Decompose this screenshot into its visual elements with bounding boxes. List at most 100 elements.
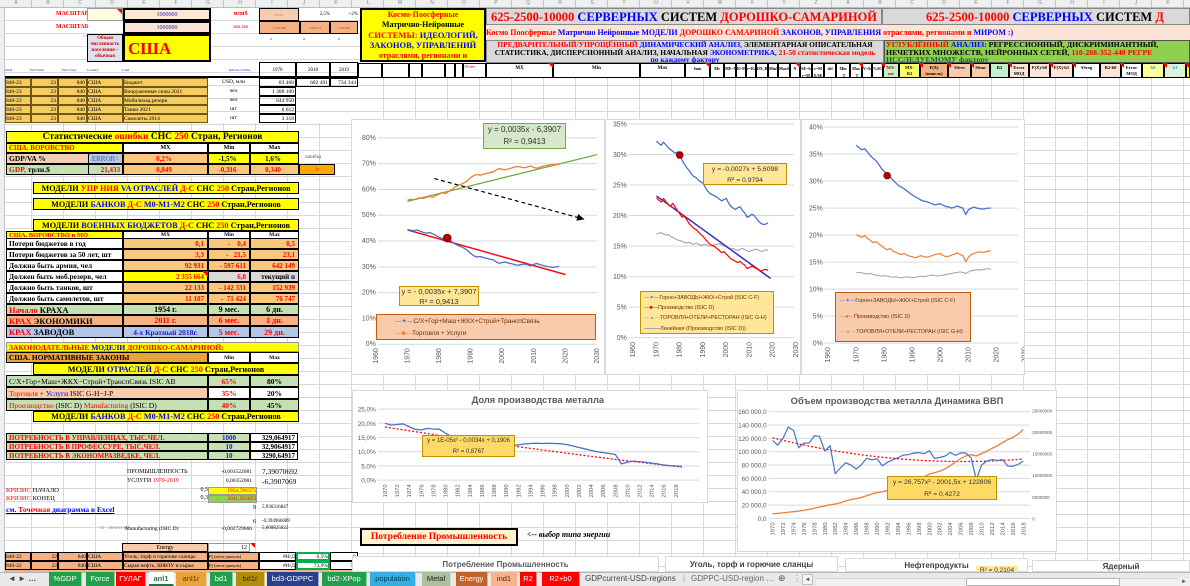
svg-text:1960: 1960 [825,347,832,363]
svg-text:1992: 1992 [516,484,522,497]
svg-text:1980: 1980 [436,348,443,364]
svg-text:0,0: 0,0 [758,516,767,523]
svg-text:25%: 25% [613,182,627,189]
svg-text:1980: 1980 [823,522,829,536]
svg-text:Объем производства металла Дин: Объем производства металла Динамика ВВП [791,396,1004,406]
svg-text:5%: 5% [617,305,627,312]
svg-text:1970: 1970 [383,484,389,498]
svg-text:2004: 2004 [948,522,954,536]
svg-text:1986: 1986 [854,522,860,536]
svg-text:15000000: 15000000 [1032,452,1052,457]
svg-text:80 000,0: 80 000,0 [742,463,767,470]
svg-text:140 000,0: 140 000,0 [738,423,767,430]
svg-text:1992: 1992 [885,522,891,535]
svg-text:2018: 2018 [1021,522,1027,536]
svg-text:50%: 50% [362,212,376,219]
svg-text:1972: 1972 [395,484,401,497]
svg-text:10,0%: 10,0% [358,449,376,456]
svg-text:20%: 20% [613,213,627,220]
svg-text:0,0%: 0,0% [361,478,376,485]
svg-text:25%: 25% [809,206,823,213]
svg-text:1970: 1970 [771,522,777,536]
svg-text:1974: 1974 [407,484,413,498]
svg-text:1996: 1996 [906,522,912,536]
svg-text:2012: 2012 [990,522,996,535]
svg-text:2000: 2000 [723,342,730,358]
svg-text:2010: 2010 [747,342,754,358]
svg-text:2000: 2000 [927,522,933,536]
svg-text:10000000: 10000000 [1032,473,1052,478]
svg-text:2020: 2020 [562,348,569,364]
svg-text:2014: 2014 [650,484,656,498]
svg-text:10%: 10% [613,274,627,281]
svg-text:1982: 1982 [456,484,462,497]
svg-text:1998: 1998 [917,522,923,536]
svg-text:2030: 2030 [594,348,601,364]
svg-text:1974: 1974 [791,522,797,536]
svg-text:2002: 2002 [577,484,583,497]
svg-text:1990: 1990 [909,347,916,363]
svg-text:2010: 2010 [965,347,972,363]
svg-text:1960: 1960 [630,342,637,358]
svg-text:1988: 1988 [865,522,871,536]
svg-text:2000: 2000 [499,348,506,364]
svg-text:1994: 1994 [896,522,902,536]
svg-text:2010: 2010 [625,484,631,498]
svg-text:1972: 1972 [781,522,787,535]
svg-text:60%: 60% [362,186,376,193]
svg-text:0%: 0% [813,341,823,348]
svg-text:35%: 35% [809,152,823,159]
svg-text:1976: 1976 [419,484,425,498]
svg-text:1990: 1990 [468,348,475,364]
svg-text:1970: 1970 [653,342,660,358]
svg-text:2008: 2008 [969,522,975,536]
svg-text:60 000,0: 60 000,0 [742,476,767,483]
svg-text:0: 0 [1032,516,1035,521]
svg-text:30%: 30% [613,152,627,159]
svg-text:160 000,0: 160 000,0 [738,409,767,416]
svg-text:20 000,0: 20 000,0 [742,503,767,510]
svg-text:10%: 10% [362,315,376,322]
svg-text:2000: 2000 [937,347,944,363]
svg-text:2004: 2004 [589,484,595,498]
svg-text:15%: 15% [613,243,627,250]
svg-text:2010: 2010 [980,522,986,536]
svg-text:1970: 1970 [853,347,860,363]
svg-text:1970: 1970 [404,348,411,364]
svg-text:10%: 10% [809,287,823,294]
svg-text:5,0%: 5,0% [361,463,376,470]
svg-text:2016: 2016 [1011,522,1017,536]
svg-text:1984: 1984 [468,484,474,498]
svg-text:15%: 15% [809,260,823,267]
svg-text:1984: 1984 [844,522,850,536]
svg-text:0%: 0% [366,341,376,348]
svg-text:1990: 1990 [875,522,881,536]
svg-text:1980: 1980 [881,347,888,363]
svg-text:2016: 2016 [662,484,668,498]
svg-text:70%: 70% [362,161,376,168]
svg-text:0%: 0% [617,335,627,342]
svg-text:20000000: 20000000 [1032,430,1052,435]
svg-text:1990: 1990 [504,484,510,498]
svg-text:2014: 2014 [1000,522,1006,536]
svg-text:5%: 5% [813,314,823,321]
svg-text:100 000,0: 100 000,0 [738,449,767,456]
svg-text:1994: 1994 [528,484,534,498]
svg-text:2030: 2030 [793,342,800,358]
svg-text:1978: 1978 [812,522,818,536]
svg-text:40 000,0: 40 000,0 [742,489,767,496]
svg-text:30%: 30% [809,179,823,186]
svg-text:1978: 1978 [432,484,438,498]
svg-text:5000000: 5000000 [1032,495,1050,500]
svg-text:20%: 20% [809,233,823,240]
svg-text:35%: 35% [613,121,627,128]
svg-text:2020: 2020 [770,342,777,358]
svg-text:120 000,0: 120 000,0 [738,436,767,443]
svg-text:25000000: 25000000 [1032,408,1052,413]
svg-text:15,0%: 15,0% [358,435,376,442]
svg-text:2020: 2020 [994,347,1001,363]
svg-text:1986: 1986 [480,484,486,498]
svg-text:20,0%: 20,0% [358,421,376,428]
svg-text:80%: 80% [362,135,376,142]
svg-text:1982: 1982 [833,522,839,535]
